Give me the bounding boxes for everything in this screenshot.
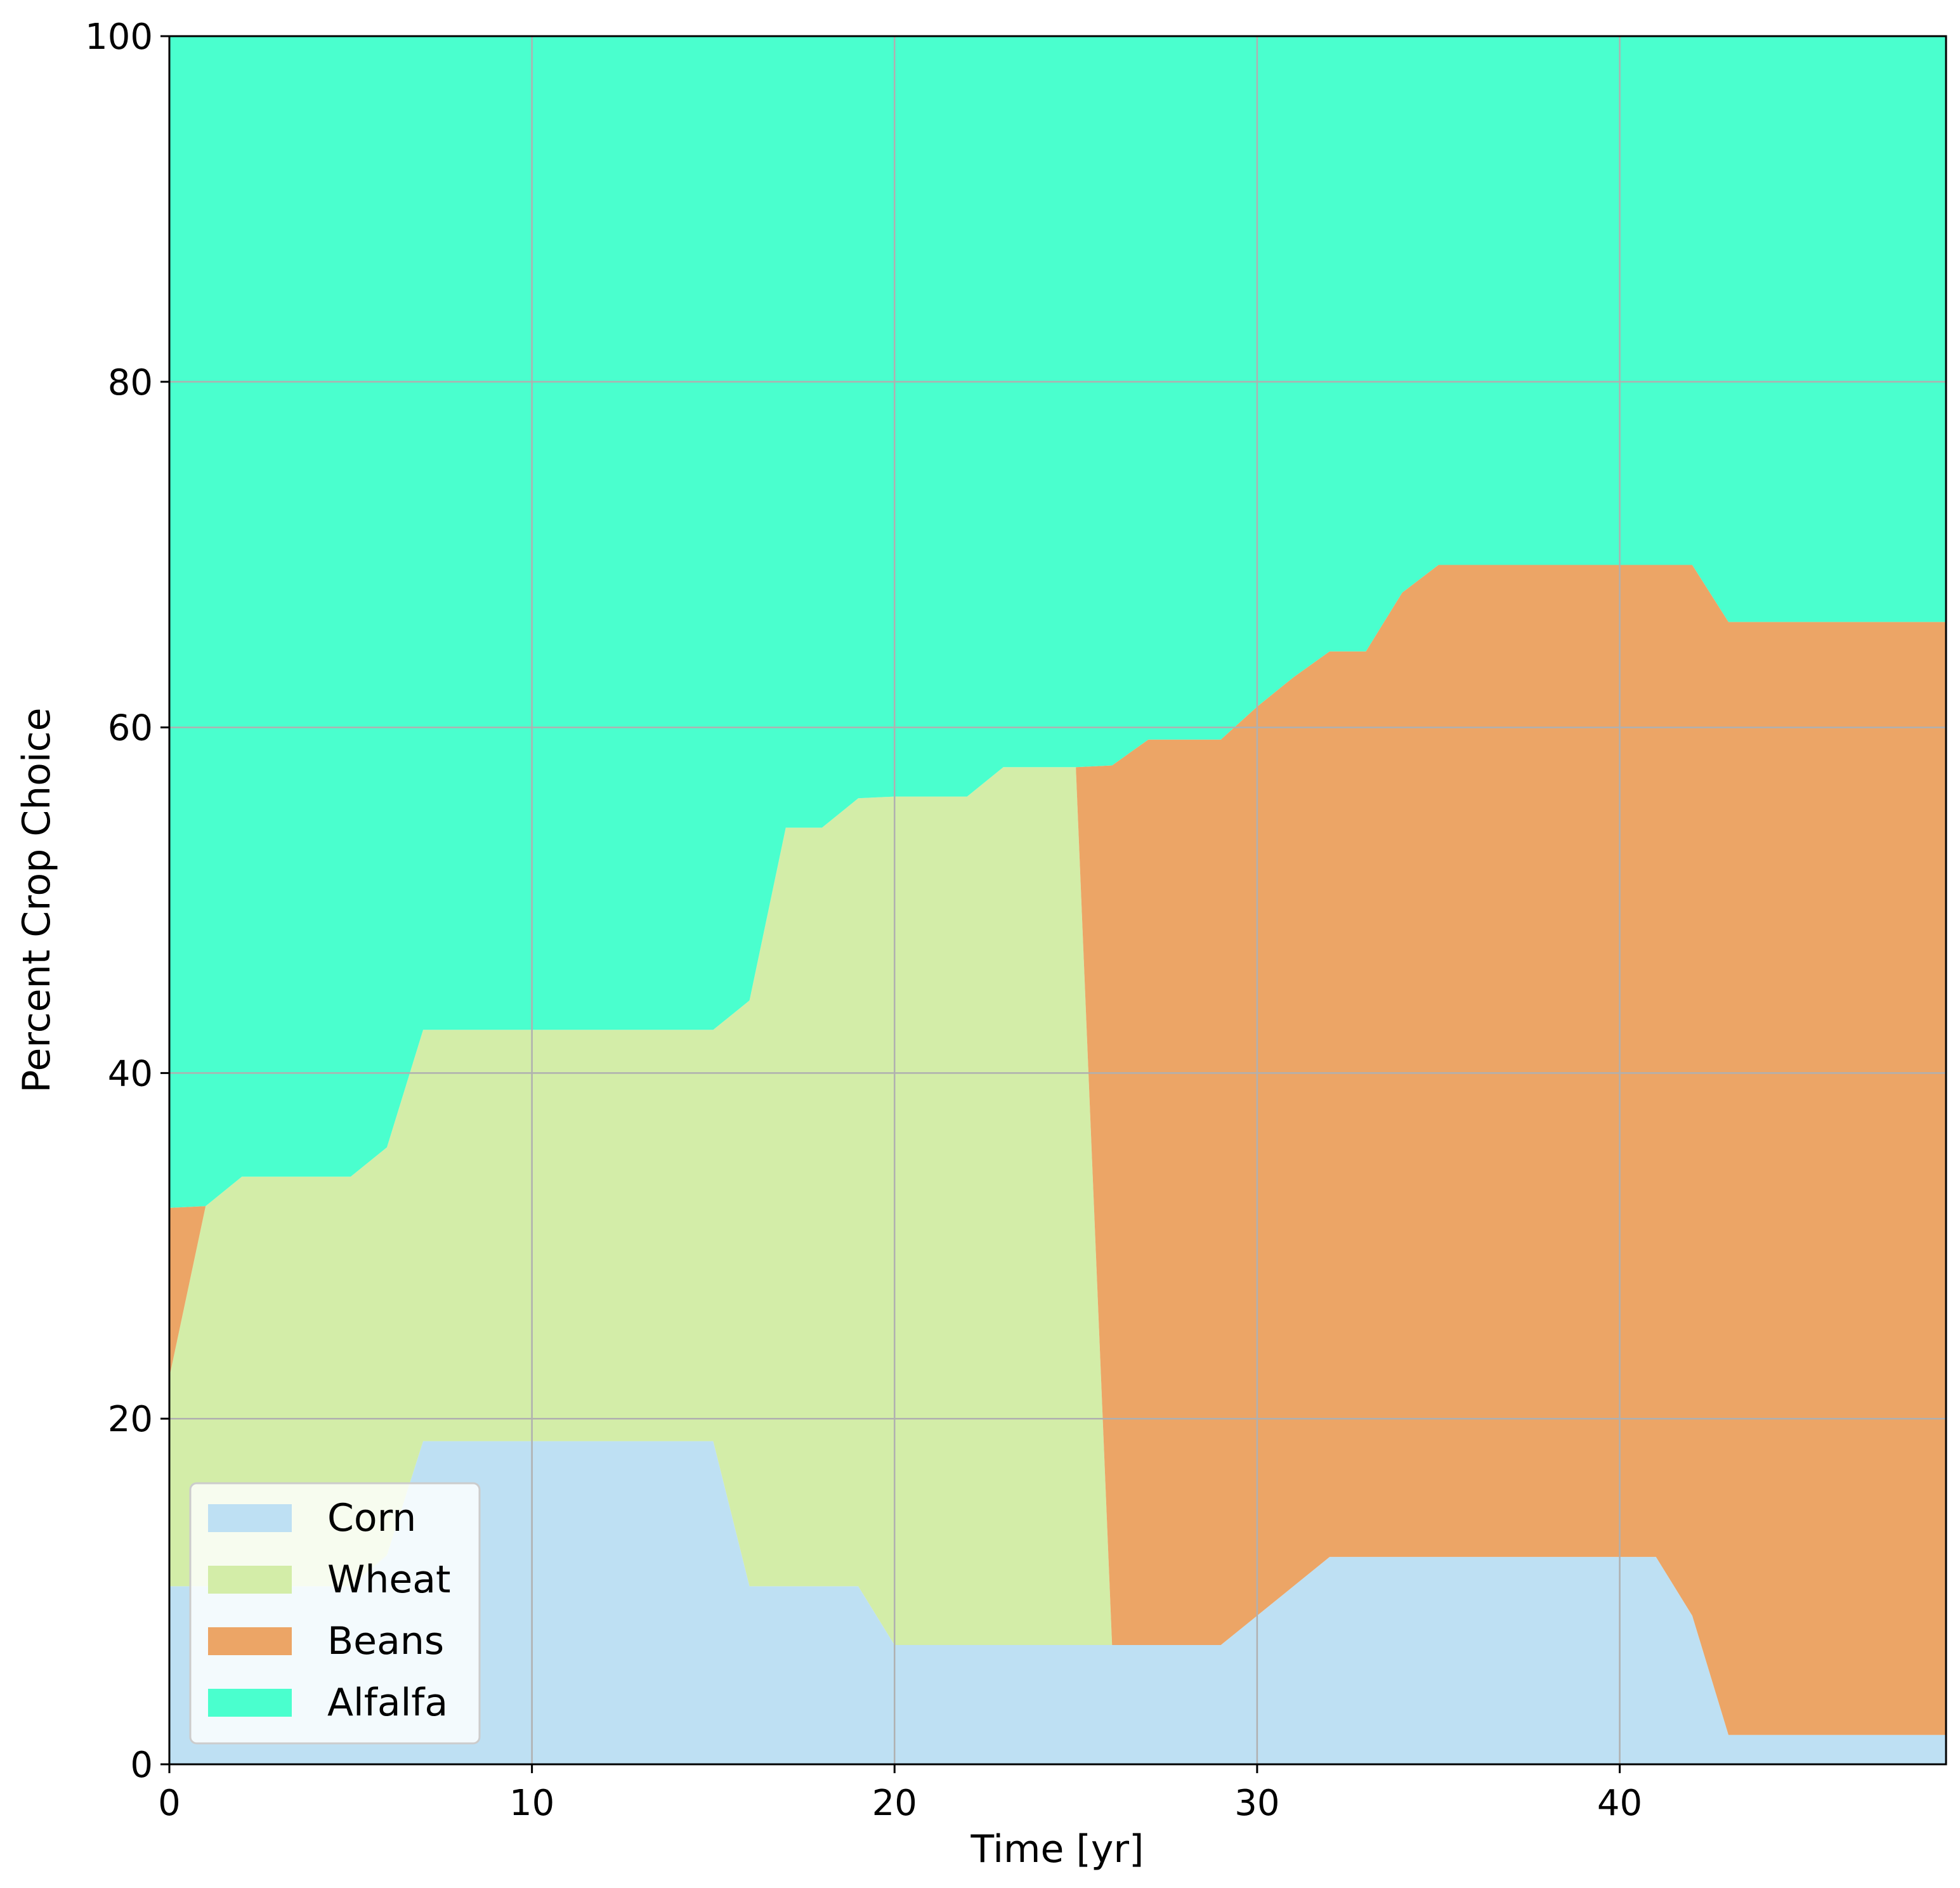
y-tick-label: 0 xyxy=(130,1745,153,1786)
x-axis-label: Time [yr] xyxy=(970,1827,1144,1872)
legend-swatch-wheat xyxy=(208,1566,292,1594)
legend-label-beans: Beans xyxy=(327,1619,444,1663)
x-tick-label: 40 xyxy=(1597,1783,1642,1824)
y-tick-label: 20 xyxy=(108,1399,153,1440)
x-tick-label: 0 xyxy=(158,1783,181,1824)
area-alfalfa xyxy=(169,36,1946,1208)
area-corn xyxy=(169,1441,1946,1764)
legend-swatch-alfalfa xyxy=(208,1689,292,1717)
legend-swatch-beans xyxy=(208,1627,292,1655)
y-tick-label: 80 xyxy=(108,362,153,403)
x-axis-ticks: 0 10 20 30 40 xyxy=(158,1764,1642,1824)
plot-frame xyxy=(168,35,1947,1766)
y-tick-label: 40 xyxy=(108,1053,153,1094)
legend: Corn Wheat Beans Alfalfa xyxy=(189,1482,481,1745)
legend-box xyxy=(189,1482,481,1745)
area-beans xyxy=(169,565,1946,1735)
y-tick-label: 100 xyxy=(85,16,153,58)
series-areas xyxy=(169,36,1946,1764)
x-tick-label: 20 xyxy=(872,1783,917,1824)
x-tick-label: 10 xyxy=(509,1783,554,1824)
x-tick-label: 30 xyxy=(1234,1783,1279,1824)
legend-label-alfalfa: Alfalfa xyxy=(327,1681,448,1725)
legend-swatch-corn xyxy=(208,1504,292,1532)
legend-label-wheat: Wheat xyxy=(327,1557,451,1602)
y-axis-label: Percent Crop Choice xyxy=(15,707,59,1092)
y-tick-label: 60 xyxy=(108,708,153,749)
legend-label-corn: Corn xyxy=(327,1496,416,1540)
y-axis-ticks: 0 20 40 60 80 100 xyxy=(85,16,169,1786)
area-wheat xyxy=(169,767,1946,1735)
